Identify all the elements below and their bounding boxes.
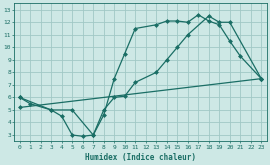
X-axis label: Humidex (Indice chaleur): Humidex (Indice chaleur) (85, 152, 196, 162)
